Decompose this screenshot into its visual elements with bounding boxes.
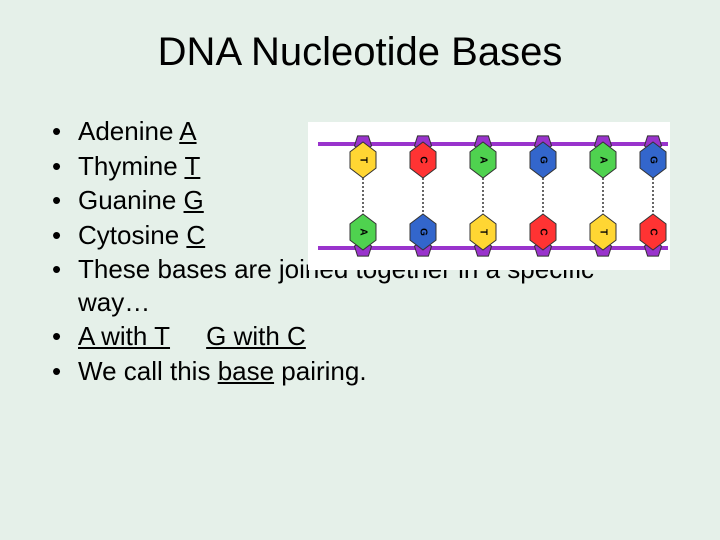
svg-text:A: A — [358, 228, 369, 235]
text: Adenine — [78, 116, 179, 146]
svg-text:C: C — [418, 156, 429, 163]
underline-letter: A — [179, 116, 196, 146]
text: pairing. — [274, 356, 367, 386]
dna-svg: T A C G A T G C A T G C — [308, 122, 670, 270]
gap — [170, 321, 206, 351]
svg-text:T: T — [478, 229, 489, 235]
dna-diagram: T A C G A T G C A T G C — [308, 122, 670, 270]
underline-base: base — [218, 356, 274, 386]
svg-text:C: C — [538, 228, 549, 235]
svg-text:A: A — [478, 156, 489, 163]
svg-text:G: G — [418, 228, 429, 236]
text: Guanine — [78, 185, 184, 215]
svg-text:A: A — [598, 156, 609, 163]
text: We call this — [78, 356, 218, 386]
underline-letter: G — [184, 185, 204, 215]
svg-text:T: T — [598, 229, 609, 235]
svg-text:T: T — [358, 157, 369, 163]
underline-pair2: G with C — [206, 321, 306, 351]
underline-letter: C — [186, 220, 205, 250]
text: Thymine — [78, 151, 184, 181]
svg-text:G: G — [538, 156, 549, 164]
svg-text:G: G — [648, 156, 659, 164]
underline-letter: T — [184, 151, 200, 181]
page-title: DNA Nucleotide Bases — [50, 30, 670, 75]
underline-pair1: A with T — [78, 321, 170, 351]
svg-text:C: C — [648, 228, 659, 235]
text: Cytosine — [78, 220, 186, 250]
bullet-pairings: A with T G with C — [50, 320, 670, 353]
slide: DNA Nucleotide Bases Adenine A Thymine T… — [0, 0, 720, 540]
bullet-basepairing: We call this base pairing. — [50, 355, 670, 388]
